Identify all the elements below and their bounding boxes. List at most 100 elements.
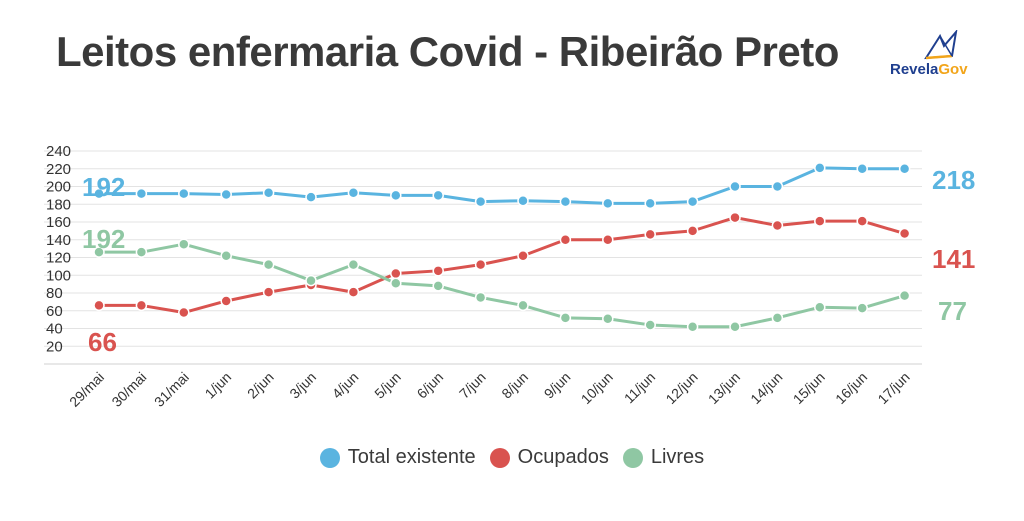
data-point <box>305 191 317 203</box>
logo-wordmark: RevelaGov <box>890 61 968 78</box>
data-point <box>220 188 232 201</box>
data-point <box>178 306 190 319</box>
data-point <box>729 211 741 224</box>
x-tick-label: 6/jun <box>414 369 447 402</box>
y-tick-label: 240 <box>46 143 71 160</box>
y-tick-label: 180 <box>46 196 71 213</box>
legend-item: Ocupados <box>489 446 609 469</box>
x-tick-label: 13/jun <box>705 369 743 407</box>
data-point <box>856 163 868 175</box>
series-end-label: 141 <box>932 244 975 274</box>
data-point <box>262 258 275 271</box>
data-point <box>771 219 784 232</box>
data-point <box>135 187 148 200</box>
x-tick-label: 15/jun <box>790 369 828 407</box>
data-point <box>898 163 911 175</box>
x-tick-label: 8/jun <box>498 369 531 402</box>
data-point <box>517 299 529 312</box>
data-point <box>686 320 699 333</box>
data-point <box>814 215 826 227</box>
data-point <box>856 302 868 314</box>
y-tick-label: 200 <box>46 179 71 196</box>
data-point <box>262 286 275 298</box>
data-point <box>390 277 402 289</box>
data-point <box>178 187 190 200</box>
data-point <box>347 286 360 298</box>
x-tick-label: 5/jun <box>371 369 404 402</box>
data-point <box>390 267 402 280</box>
y-tick-label: 220 <box>46 161 71 178</box>
data-point <box>262 186 275 199</box>
data-point <box>559 195 572 208</box>
y-tick-label: 40 <box>46 321 63 338</box>
series-end-label: 218 <box>932 165 975 195</box>
series-line <box>99 216 906 315</box>
series-start-label: 66 <box>88 327 117 357</box>
revelagov-logo: RevelaGov <box>890 30 990 80</box>
x-tick-label: 30/mai <box>108 369 149 410</box>
data-point <box>474 258 487 271</box>
data-point <box>644 197 656 210</box>
legend-marker-icon <box>622 447 643 468</box>
series-line <box>99 166 905 205</box>
chart-legend: Total existente Ocupados Livres <box>0 446 1024 469</box>
data-point <box>729 320 741 333</box>
logo-text-gov: Gov <box>938 61 968 78</box>
data-point <box>644 319 656 331</box>
x-tick-label: 11/jun <box>621 369 659 407</box>
x-tick-label: 7/jun <box>456 369 489 402</box>
data-point <box>220 295 232 307</box>
data-point <box>729 180 741 193</box>
data-point <box>644 228 656 241</box>
x-tick-label: 31/mai <box>151 369 192 410</box>
x-tick-label: 17/jun <box>874 369 912 407</box>
data-point <box>432 189 444 202</box>
series-start-label: 192 <box>82 224 125 254</box>
x-tick-label: 16/jun <box>832 369 870 407</box>
series-end-label: 77 <box>938 296 967 326</box>
y-tick-label: 80 <box>46 285 63 302</box>
data-point <box>93 299 105 312</box>
legend-marker-icon <box>489 447 510 468</box>
legend-label: Total existente <box>347 446 476 468</box>
y-tick-label: 120 <box>46 250 71 267</box>
series-start-label: 192 <box>82 172 125 202</box>
data-point <box>898 227 911 240</box>
legend-label: Ocupados <box>517 446 609 468</box>
data-point <box>602 234 614 246</box>
legend-marker-icon <box>319 447 340 468</box>
y-tick-label: 60 <box>46 303 63 320</box>
data-point <box>135 299 148 312</box>
data-point <box>686 225 699 237</box>
data-point <box>135 246 148 258</box>
data-point <box>432 280 444 292</box>
data-point <box>347 186 360 199</box>
chart-title: Leitos enfermaria Covid - Ribeirão Preto <box>56 28 839 75</box>
y-tick-label: 140 <box>46 232 71 249</box>
legend-item: Total existente <box>319 446 476 469</box>
legend-label: Livres <box>650 446 705 468</box>
data-point <box>814 301 826 313</box>
data-point <box>474 291 487 304</box>
x-tick-label: 29/mai <box>66 369 107 410</box>
data-point <box>559 312 572 324</box>
x-tick-label: 12/jun <box>662 369 700 407</box>
x-tick-label: 2/jun <box>244 369 277 402</box>
data-point <box>814 162 826 174</box>
data-point <box>602 197 614 210</box>
x-tick-label: 3/jun <box>286 369 319 402</box>
data-point <box>771 312 784 324</box>
data-point <box>432 265 444 277</box>
data-point <box>517 194 529 207</box>
x-tick-label: 4/jun <box>329 369 362 402</box>
data-point <box>474 195 487 208</box>
data-point <box>517 249 529 262</box>
data-point <box>771 180 784 193</box>
data-point <box>856 215 868 227</box>
data-point <box>390 189 402 202</box>
x-tick-label: 9/jun <box>541 369 574 402</box>
data-point <box>347 258 360 271</box>
x-tick-label: 14/jun <box>747 369 785 407</box>
logo-mark-icon <box>924 30 958 60</box>
